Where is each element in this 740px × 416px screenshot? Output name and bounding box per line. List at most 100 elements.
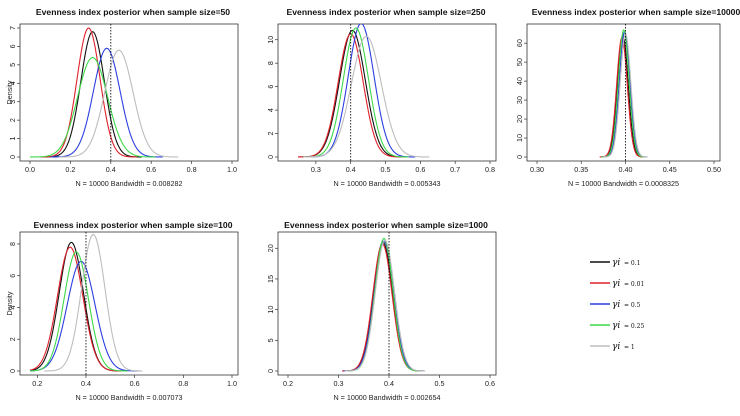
- x-axis-label: N = 10000 Bandwidth = 0.007073: [75, 393, 182, 402]
- y-tick-label: 0: [8, 155, 17, 159]
- legend-entry: γi = 0.01: [590, 279, 644, 289]
- legend-entry: γi = 1: [590, 342, 635, 352]
- density-line-gray: [303, 35, 430, 158]
- density-curves: [599, 29, 648, 158]
- x-tick-label: 0.40: [619, 165, 633, 174]
- x-tick-label: 1.0: [227, 165, 237, 174]
- density-line-gray: [59, 49, 179, 158]
- density-panel: Evenness index posterior when sample siz…: [5, 7, 239, 188]
- density-line-black: [342, 241, 424, 372]
- legend-label: = 0.25: [624, 323, 644, 330]
- x-tick-label: 0.8: [187, 165, 197, 174]
- x-tick-label: 0.4: [106, 165, 116, 174]
- x-tick-label: 0.50: [707, 165, 721, 174]
- legend-symbol: γi: [612, 342, 620, 352]
- x-axis-label: N = 10000 Bandwidth = 0.008282: [75, 179, 182, 188]
- density-line-blue: [343, 240, 425, 372]
- plot-frame: [277, 23, 497, 162]
- y-tick-label: 3: [8, 100, 17, 104]
- y-tick-label: 0: [515, 155, 524, 159]
- y-tick-label: 50: [515, 58, 524, 66]
- x-tick-label: 0.5: [381, 165, 391, 174]
- density-line-red: [342, 243, 423, 372]
- y-tick-label: 10: [266, 306, 275, 314]
- panels-layer: Evenness index posterior when sample siz…: [5, 7, 740, 402]
- plot-frame: [526, 23, 721, 162]
- y-tick-label: 6: [8, 44, 17, 48]
- density-line-green: [30, 56, 156, 158]
- x-tick-label: 0.6: [485, 379, 495, 388]
- x-tick-label: 0.4: [346, 165, 356, 174]
- y-tick-label: 8: [266, 61, 275, 65]
- x-tick-label: 0.2: [283, 379, 293, 388]
- plot-frame: [277, 231, 497, 376]
- x-axis-label: N = 10000 Bandwidth = 0.0008325: [568, 179, 679, 188]
- x-tick-label: 0.35: [574, 165, 588, 174]
- density-curves: [30, 27, 179, 158]
- x-tick-label: 0.6: [146, 165, 156, 174]
- x-tick-label: 0.4: [384, 379, 394, 388]
- y-tick-label: 2: [266, 132, 275, 136]
- legend-label: = 0.01: [624, 281, 644, 288]
- legend-symbol: γi: [612, 300, 620, 310]
- legend-entry: γi = 0.5: [590, 300, 641, 310]
- x-tick-label: 0.6: [415, 165, 425, 174]
- legend-label: = 0.5: [624, 302, 641, 309]
- y-tick-label: 30: [515, 96, 524, 104]
- y-tick-label: 8: [8, 242, 17, 246]
- x-tick-label: 0.5: [435, 379, 445, 388]
- legend-label: = 0.1: [624, 260, 640, 267]
- legend-symbol: γi: [612, 279, 620, 289]
- density-line-gray: [344, 239, 426, 372]
- x-tick-label: 0.45: [663, 165, 677, 174]
- legend-entry: γi = 0.25: [590, 321, 644, 331]
- density-curves: [342, 237, 426, 372]
- plot-frame: [19, 231, 239, 376]
- y-tick-label: 6: [266, 85, 275, 89]
- legend-symbol: γi: [612, 258, 620, 268]
- x-tick-label: 1.0: [227, 379, 237, 388]
- density-line-green: [29, 251, 128, 372]
- density-panel: Evenness index posterior when sample siz…: [266, 220, 497, 402]
- density-panel: Evenness index posterior when sample siz…: [5, 220, 239, 402]
- y-tick-label: 5: [266, 338, 275, 342]
- density-line-green: [345, 237, 423, 372]
- density-line-red: [40, 27, 137, 158]
- x-axis-label: N = 10000 Bandwidth = 0.002654: [333, 393, 440, 402]
- plot-frame: [19, 23, 239, 162]
- y-tick-label: 0: [266, 369, 275, 373]
- x-tick-label: 0.4: [81, 379, 91, 388]
- panel-title: Evenness index posterior when sample siz…: [36, 7, 230, 17]
- panel-title: Evenness index posterior when sample siz…: [34, 220, 233, 230]
- legend-symbol: γi: [612, 321, 620, 331]
- y-axis-label: Density: [5, 291, 14, 315]
- density-line-green: [303, 27, 409, 158]
- y-tick-label: 2: [8, 118, 17, 122]
- y-tick-label: 1: [8, 137, 17, 141]
- legend: γi = 0.1 γi = 0.01 γi = 0.5 γi = 0.25 γi = 1: [590, 258, 644, 352]
- x-tick-label: 0.30: [530, 165, 544, 174]
- x-tick-label: 0.6: [130, 379, 140, 388]
- x-tick-label: 0.0: [25, 165, 35, 174]
- y-tick-label: 5: [8, 63, 17, 67]
- legend-entry: γi = 0.1: [590, 258, 640, 268]
- y-tick-label: 0: [266, 155, 275, 159]
- x-tick-label: 0.2: [65, 165, 75, 174]
- density-line-red: [29, 246, 124, 372]
- density-line-gray: [44, 233, 143, 372]
- panel-title: Evenness index posterior when sample siz…: [284, 220, 488, 230]
- y-tick-label: 4: [266, 108, 275, 112]
- y-tick-label: 20: [515, 115, 524, 123]
- y-tick-label: 2: [8, 337, 17, 341]
- y-tick-label: 20: [266, 244, 275, 252]
- y-tick-label: 6: [8, 274, 17, 278]
- density-line-blue: [50, 47, 163, 158]
- y-tick-label: 60: [515, 39, 524, 47]
- density-curves: [29, 233, 143, 372]
- y-tick-label: 10: [515, 134, 524, 142]
- x-tick-label: 0.7: [450, 165, 460, 174]
- y-tick-label: 10: [266, 36, 275, 44]
- y-tick-label: 0: [8, 369, 17, 373]
- density-curves: [298, 24, 430, 158]
